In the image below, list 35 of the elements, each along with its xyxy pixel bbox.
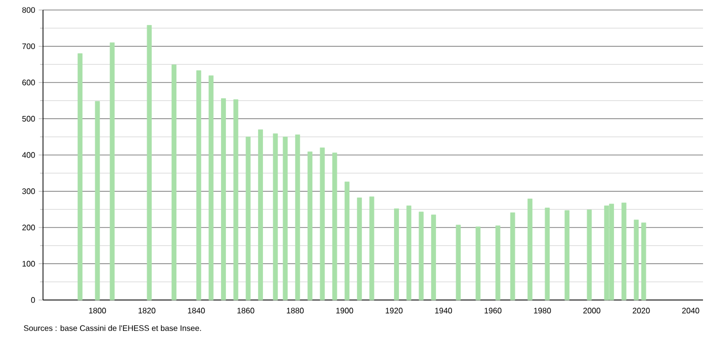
bar — [406, 206, 412, 300]
bar — [456, 224, 461, 300]
bar — [634, 220, 639, 300]
bar — [196, 70, 202, 300]
bar — [369, 196, 374, 300]
bar — [356, 198, 362, 300]
bar — [431, 214, 436, 300]
bar — [528, 198, 532, 300]
bar — [641, 222, 646, 300]
bar — [495, 225, 500, 300]
bar — [221, 98, 226, 300]
bar — [295, 134, 300, 300]
bar — [344, 182, 350, 300]
bar — [564, 210, 570, 300]
bar — [586, 210, 592, 300]
bar — [233, 99, 238, 300]
bar — [394, 208, 399, 300]
bar — [621, 202, 626, 300]
bar — [544, 208, 550, 300]
bar — [272, 133, 278, 300]
bar — [146, 25, 152, 300]
bar — [208, 75, 214, 300]
bar — [172, 64, 176, 300]
bar — [282, 136, 288, 300]
bar — [476, 226, 480, 300]
bar — [332, 152, 338, 300]
bar — [110, 42, 115, 300]
bar — [246, 136, 251, 300]
bar — [308, 152, 312, 300]
bar — [94, 101, 100, 300]
bar — [78, 53, 83, 300]
bar — [258, 129, 263, 300]
bar — [320, 148, 325, 300]
bar — [510, 212, 516, 300]
bar — [418, 212, 424, 300]
